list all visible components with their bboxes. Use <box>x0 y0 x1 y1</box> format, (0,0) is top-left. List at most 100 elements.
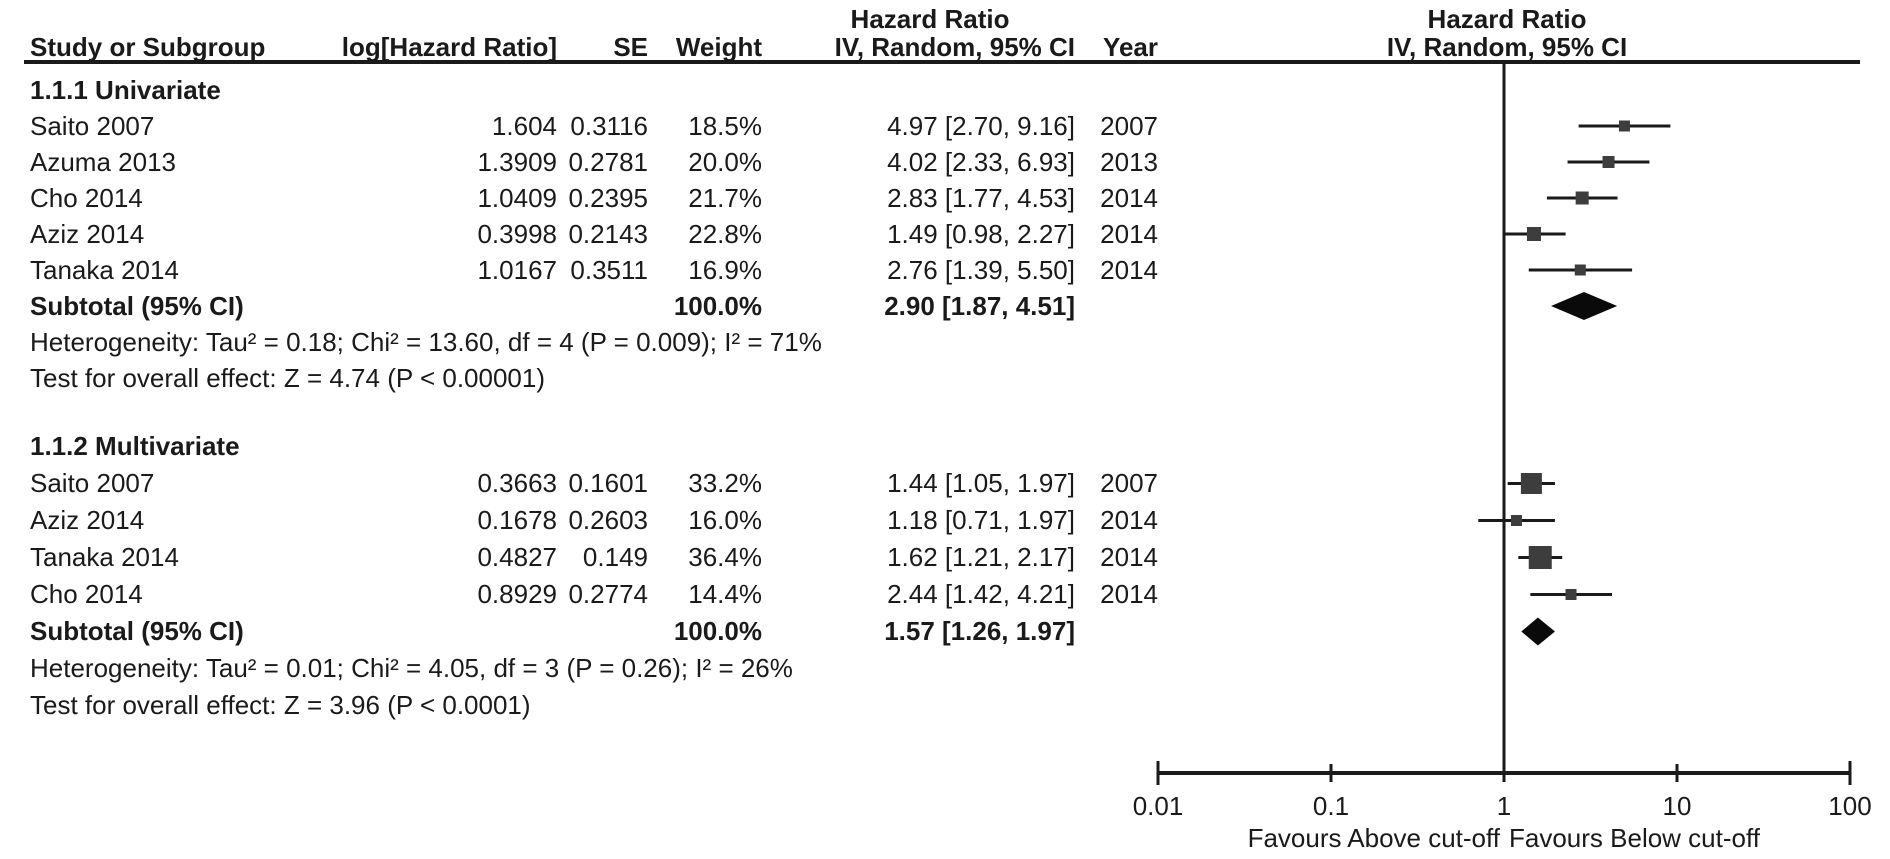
axis-tick-label: 1 <box>1497 791 1511 821</box>
study-ci: 2.44 [1.42, 4.21] <box>887 579 1075 609</box>
heterogeneity-text: Heterogeneity: Tau² = 0.01; Chi² = 4.05,… <box>30 653 793 683</box>
forest-table: 1.1.1 Univariate Saito 2007 1.604 0.3116… <box>0 72 1170 724</box>
subtotal-row: Subtotal (95% CI) 100.0% 1.57 [1.26, 1.9… <box>0 613 1170 650</box>
study-year: 2014 <box>1100 183 1158 213</box>
study-weight: 36.4% <box>688 542 762 572</box>
subtotal-ci: 2.90 [1.87, 4.51] <box>884 291 1075 321</box>
study-ci: 1.49 [0.98, 2.27] <box>887 219 1075 249</box>
effect-marker <box>1618 120 1630 132</box>
study-year: 2014 <box>1100 255 1158 285</box>
study-se: 0.3116 <box>570 111 648 141</box>
study-label: Tanaka 2014 <box>30 542 179 572</box>
header-rule <box>24 60 1860 64</box>
study-ci: 2.83 [1.77, 4.53] <box>887 183 1075 213</box>
study-year: 2013 <box>1100 147 1158 177</box>
overall-effect-text: Test for overall effect: Z = 4.74 (P < 0… <box>30 363 545 393</box>
study-ci: 1.44 [1.05, 1.97] <box>887 468 1075 498</box>
study-weight: 18.5% <box>688 111 762 141</box>
study-row: Tanaka 2014 0.4827 0.149 36.4% 1.62 [1.2… <box>0 539 1170 576</box>
study-loghr: 0.1678 <box>477 505 557 535</box>
heterogeneity-text: Heterogeneity: Tau² = 0.18; Chi² = 13.60… <box>30 327 822 357</box>
study-label: Azuma 2013 <box>30 147 176 177</box>
study-weight: 14.4% <box>688 579 762 609</box>
study-ci: 4.02 [2.33, 6.93] <box>887 147 1075 177</box>
study-ci: 2.76 [1.39, 5.50] <box>887 255 1075 285</box>
study-loghr: 1.0409 <box>477 183 557 213</box>
study-row: Cho 2014 0.8929 0.2774 14.4% 2.44 [1.42,… <box>0 576 1170 613</box>
study-ci: 1.18 [0.71, 1.97] <box>887 505 1075 535</box>
study-row: Azuma 2013 1.3909 0.2781 20.0% 4.02 [2.3… <box>0 144 1170 180</box>
subtotal-label: Subtotal (95% CI) <box>30 291 244 321</box>
effect-marker <box>1602 156 1615 168</box>
axis-tick-label: 10 <box>1663 791 1692 821</box>
study-loghr: 0.3998 <box>477 219 557 249</box>
study-se: 0.1601 <box>568 468 648 498</box>
study-label: Saito 2007 <box>30 111 155 141</box>
study-row: Cho 2014 1.0409 0.2395 21.7% 2.83 [1.77,… <box>0 180 1170 216</box>
study-weight: 16.9% <box>688 255 762 285</box>
study-label: Cho 2014 <box>30 183 143 213</box>
study-se: 0.3511 <box>570 255 648 285</box>
favours-left-label: Favours Above cut-off <box>1248 823 1501 853</box>
effect-marker <box>1526 227 1541 241</box>
favours-right-label: Favours Below cut-off <box>1509 823 1761 853</box>
subgroup-title: 1.1.1 Univariate <box>30 75 221 105</box>
axis-tick-label: 100 <box>1828 791 1871 821</box>
study-se: 0.2774 <box>568 579 648 609</box>
subgroup-univariate: 1.1.1 Univariate Saito 2007 1.604 0.3116… <box>0 72 1170 396</box>
study-year: 2014 <box>1100 219 1158 249</box>
study-weight: 20.0% <box>688 147 762 177</box>
subtotal-weight: 100.0% <box>673 616 762 646</box>
study-row: Saito 2007 1.604 0.3116 18.5% 4.97 [2.70… <box>0 108 1170 144</box>
study-se: 0.149 <box>582 542 648 572</box>
col-header-year: Year <box>1103 32 1158 62</box>
study-se: 0.2603 <box>568 505 648 535</box>
study-se: 0.2781 <box>568 147 648 177</box>
subtotal-row: Subtotal (95% CI) 100.0% 2.90 [1.87, 4.5… <box>0 288 1170 324</box>
axis-tick-label: 0.01 <box>1133 791 1184 821</box>
study-label: Tanaka 2014 <box>30 255 179 285</box>
study-weight: 22.8% <box>688 219 762 249</box>
plot-effect-header: Hazard Ratio <box>1427 4 1587 34</box>
study-loghr: 0.3663 <box>477 468 557 498</box>
study-se: 0.2395 <box>568 183 648 213</box>
study-loghr: 1.604 <box>491 111 557 141</box>
study-label: Saito 2007 <box>30 468 155 498</box>
subgroup-title: 1.1.2 Multivariate <box>30 431 240 461</box>
study-row: Aziz 2014 0.1678 0.2603 16.0% 1.18 [0.71… <box>0 502 1170 539</box>
study-weight: 16.0% <box>688 505 762 535</box>
study-label: Aziz 2014 <box>30 219 145 249</box>
col-header-weight: Weight <box>675 32 762 62</box>
col-header-study: Study or Subgroup <box>30 32 266 62</box>
axis-tick-label: 0.1 <box>1313 791 1349 821</box>
col-header-ci: IV, Random, 95% CI <box>834 32 1075 62</box>
study-loghr: 1.3909 <box>477 147 557 177</box>
study-row: Tanaka 2014 1.0167 0.3511 16.9% 2.76 [1.… <box>0 252 1170 288</box>
column-header-row: Study or Subgroup log[Hazard Ratio] SE W… <box>0 32 1160 63</box>
subtotal-diamond <box>1551 292 1618 320</box>
effect-marker <box>1574 264 1586 276</box>
study-se: 0.2143 <box>568 219 648 249</box>
study-loghr: 0.4827 <box>477 542 557 572</box>
study-weight: 21.7% <box>688 183 762 213</box>
study-row: Aziz 2014 0.3998 0.2143 22.8% 1.49 [0.98… <box>0 216 1170 252</box>
subtotal-ci: 1.57 [1.26, 1.97] <box>884 616 1075 646</box>
study-loghr: 1.0167 <box>477 255 557 285</box>
effect-marker <box>1520 473 1542 494</box>
subgroup-multivariate: 1.1.2 Multivariate Saito 2007 0.3663 0.1… <box>0 428 1170 724</box>
study-weight: 33.2% <box>688 468 762 498</box>
study-loghr: 0.8929 <box>477 579 557 609</box>
subtotal-diamond <box>1521 617 1555 646</box>
study-year: 2014 <box>1100 505 1158 535</box>
study-label: Cho 2014 <box>30 579 143 609</box>
table-effect-header: Hazard Ratio <box>850 4 1010 34</box>
subtotal-weight: 100.0% <box>673 291 762 321</box>
effect-marker <box>1528 546 1552 569</box>
plot-model-header: IV, Random, 95% CI <box>1386 32 1628 62</box>
effect-marker <box>1575 191 1589 205</box>
study-label: Aziz 2014 <box>30 505 145 535</box>
study-row: Saito 2007 0.3663 0.1601 33.2% 1.44 [1.0… <box>0 465 1170 502</box>
effect-marker <box>1565 589 1577 600</box>
col-header-loghr: log[Hazard Ratio] <box>341 32 557 62</box>
